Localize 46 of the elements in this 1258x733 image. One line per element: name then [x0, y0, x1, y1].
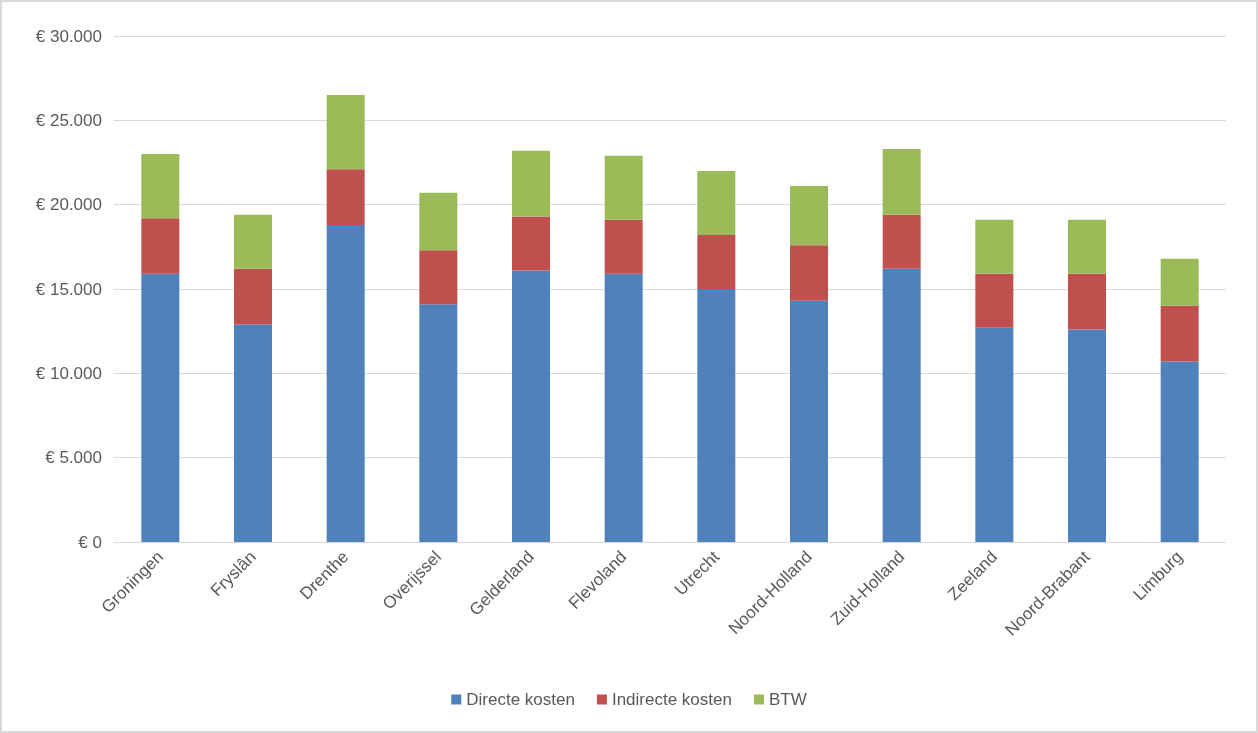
- bar: [790, 300, 828, 542]
- bar: [419, 192, 458, 251]
- bar: [882, 214, 921, 269]
- bar: [790, 245, 828, 301]
- bar: [512, 150, 550, 217]
- bar: [512, 216, 550, 271]
- bar: [141, 273, 180, 542]
- y-tick-label: € 20.000: [35, 195, 102, 215]
- bar: [1160, 361, 1199, 542]
- bar: [697, 235, 736, 289]
- bar: [975, 327, 1014, 542]
- bar: [604, 219, 643, 274]
- bar: [697, 289, 736, 542]
- bar: [882, 149, 921, 215]
- bar: [326, 224, 365, 542]
- bar: [975, 273, 1014, 328]
- bar: [419, 250, 458, 305]
- bar: [975, 219, 1014, 274]
- y-tick-label: € 0: [78, 532, 102, 552]
- bar: [697, 170, 736, 236]
- bar: [1068, 329, 1106, 542]
- bar: [234, 214, 272, 269]
- bar: [1068, 273, 1106, 330]
- bar: [326, 95, 365, 170]
- y-tick-label: € 10.000: [35, 363, 102, 383]
- bar: [790, 186, 828, 246]
- legend-label: Indirecte kosten: [611, 690, 732, 709]
- bar: [326, 169, 365, 225]
- bar: [234, 324, 272, 542]
- y-tick-label: € 25.000: [35, 110, 102, 130]
- bar: [1068, 219, 1106, 274]
- bar: [419, 304, 458, 542]
- y-tick-label: € 5.000: [45, 448, 102, 468]
- y-tick-label: € 30.000: [35, 26, 102, 46]
- bar: [141, 218, 180, 274]
- bar: [604, 273, 643, 542]
- bar: [512, 270, 550, 542]
- bar: [141, 154, 180, 219]
- bar: [1160, 305, 1199, 362]
- bar: [1160, 258, 1199, 306]
- legend-label: Directe kosten: [466, 690, 575, 709]
- legend-label: BTW: [768, 690, 807, 709]
- y-tick-label: € 15.000: [35, 279, 102, 299]
- bar: [882, 268, 921, 542]
- bar: [604, 155, 643, 220]
- bar: [234, 268, 272, 325]
